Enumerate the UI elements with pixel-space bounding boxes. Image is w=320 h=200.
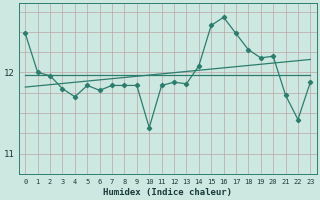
- X-axis label: Humidex (Indice chaleur): Humidex (Indice chaleur): [103, 188, 232, 197]
